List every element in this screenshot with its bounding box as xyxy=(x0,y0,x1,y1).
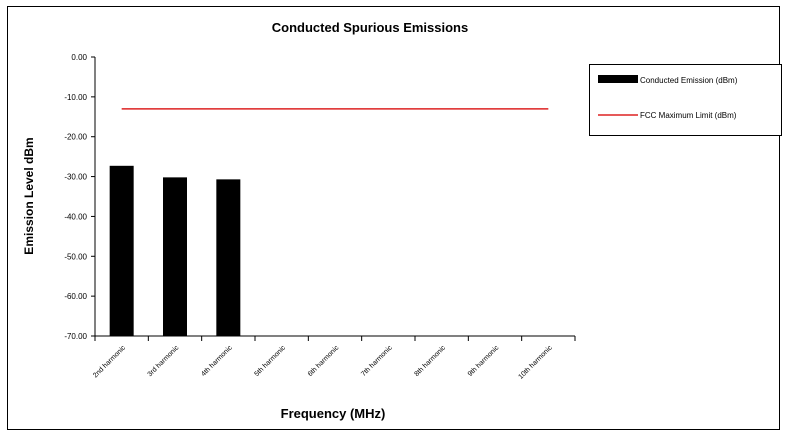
y-tick-label: -20.00 xyxy=(64,133,87,142)
bar xyxy=(216,179,241,336)
bar xyxy=(163,177,187,336)
bar xyxy=(109,165,134,336)
y-axis-title: Emission Level dBm xyxy=(22,137,36,254)
y-tick-label: -70.00 xyxy=(64,332,87,341)
legend-label-fcc-limit: FCC Maximum Limit (dBm) xyxy=(640,111,737,120)
y-tick-label: -40.00 xyxy=(64,212,87,221)
x-axis-title: Frequency (MHz) xyxy=(281,406,386,421)
y-tick-label: -60.00 xyxy=(64,292,87,301)
y-tick-label: -30.00 xyxy=(64,173,87,182)
legend: Conducted Emission (dBm) FCC Maximum Lim… xyxy=(589,64,782,136)
chart-title: Conducted Spurious Emissions xyxy=(272,20,468,35)
y-tick-label: -50.00 xyxy=(64,252,87,261)
y-tick-label: -10.00 xyxy=(64,93,87,102)
y-tick-label: 0.00 xyxy=(71,53,87,62)
legend-swatch-conducted-emission xyxy=(598,75,638,83)
legend-label-conducted-emission: Conducted Emission (dBm) xyxy=(640,76,738,85)
